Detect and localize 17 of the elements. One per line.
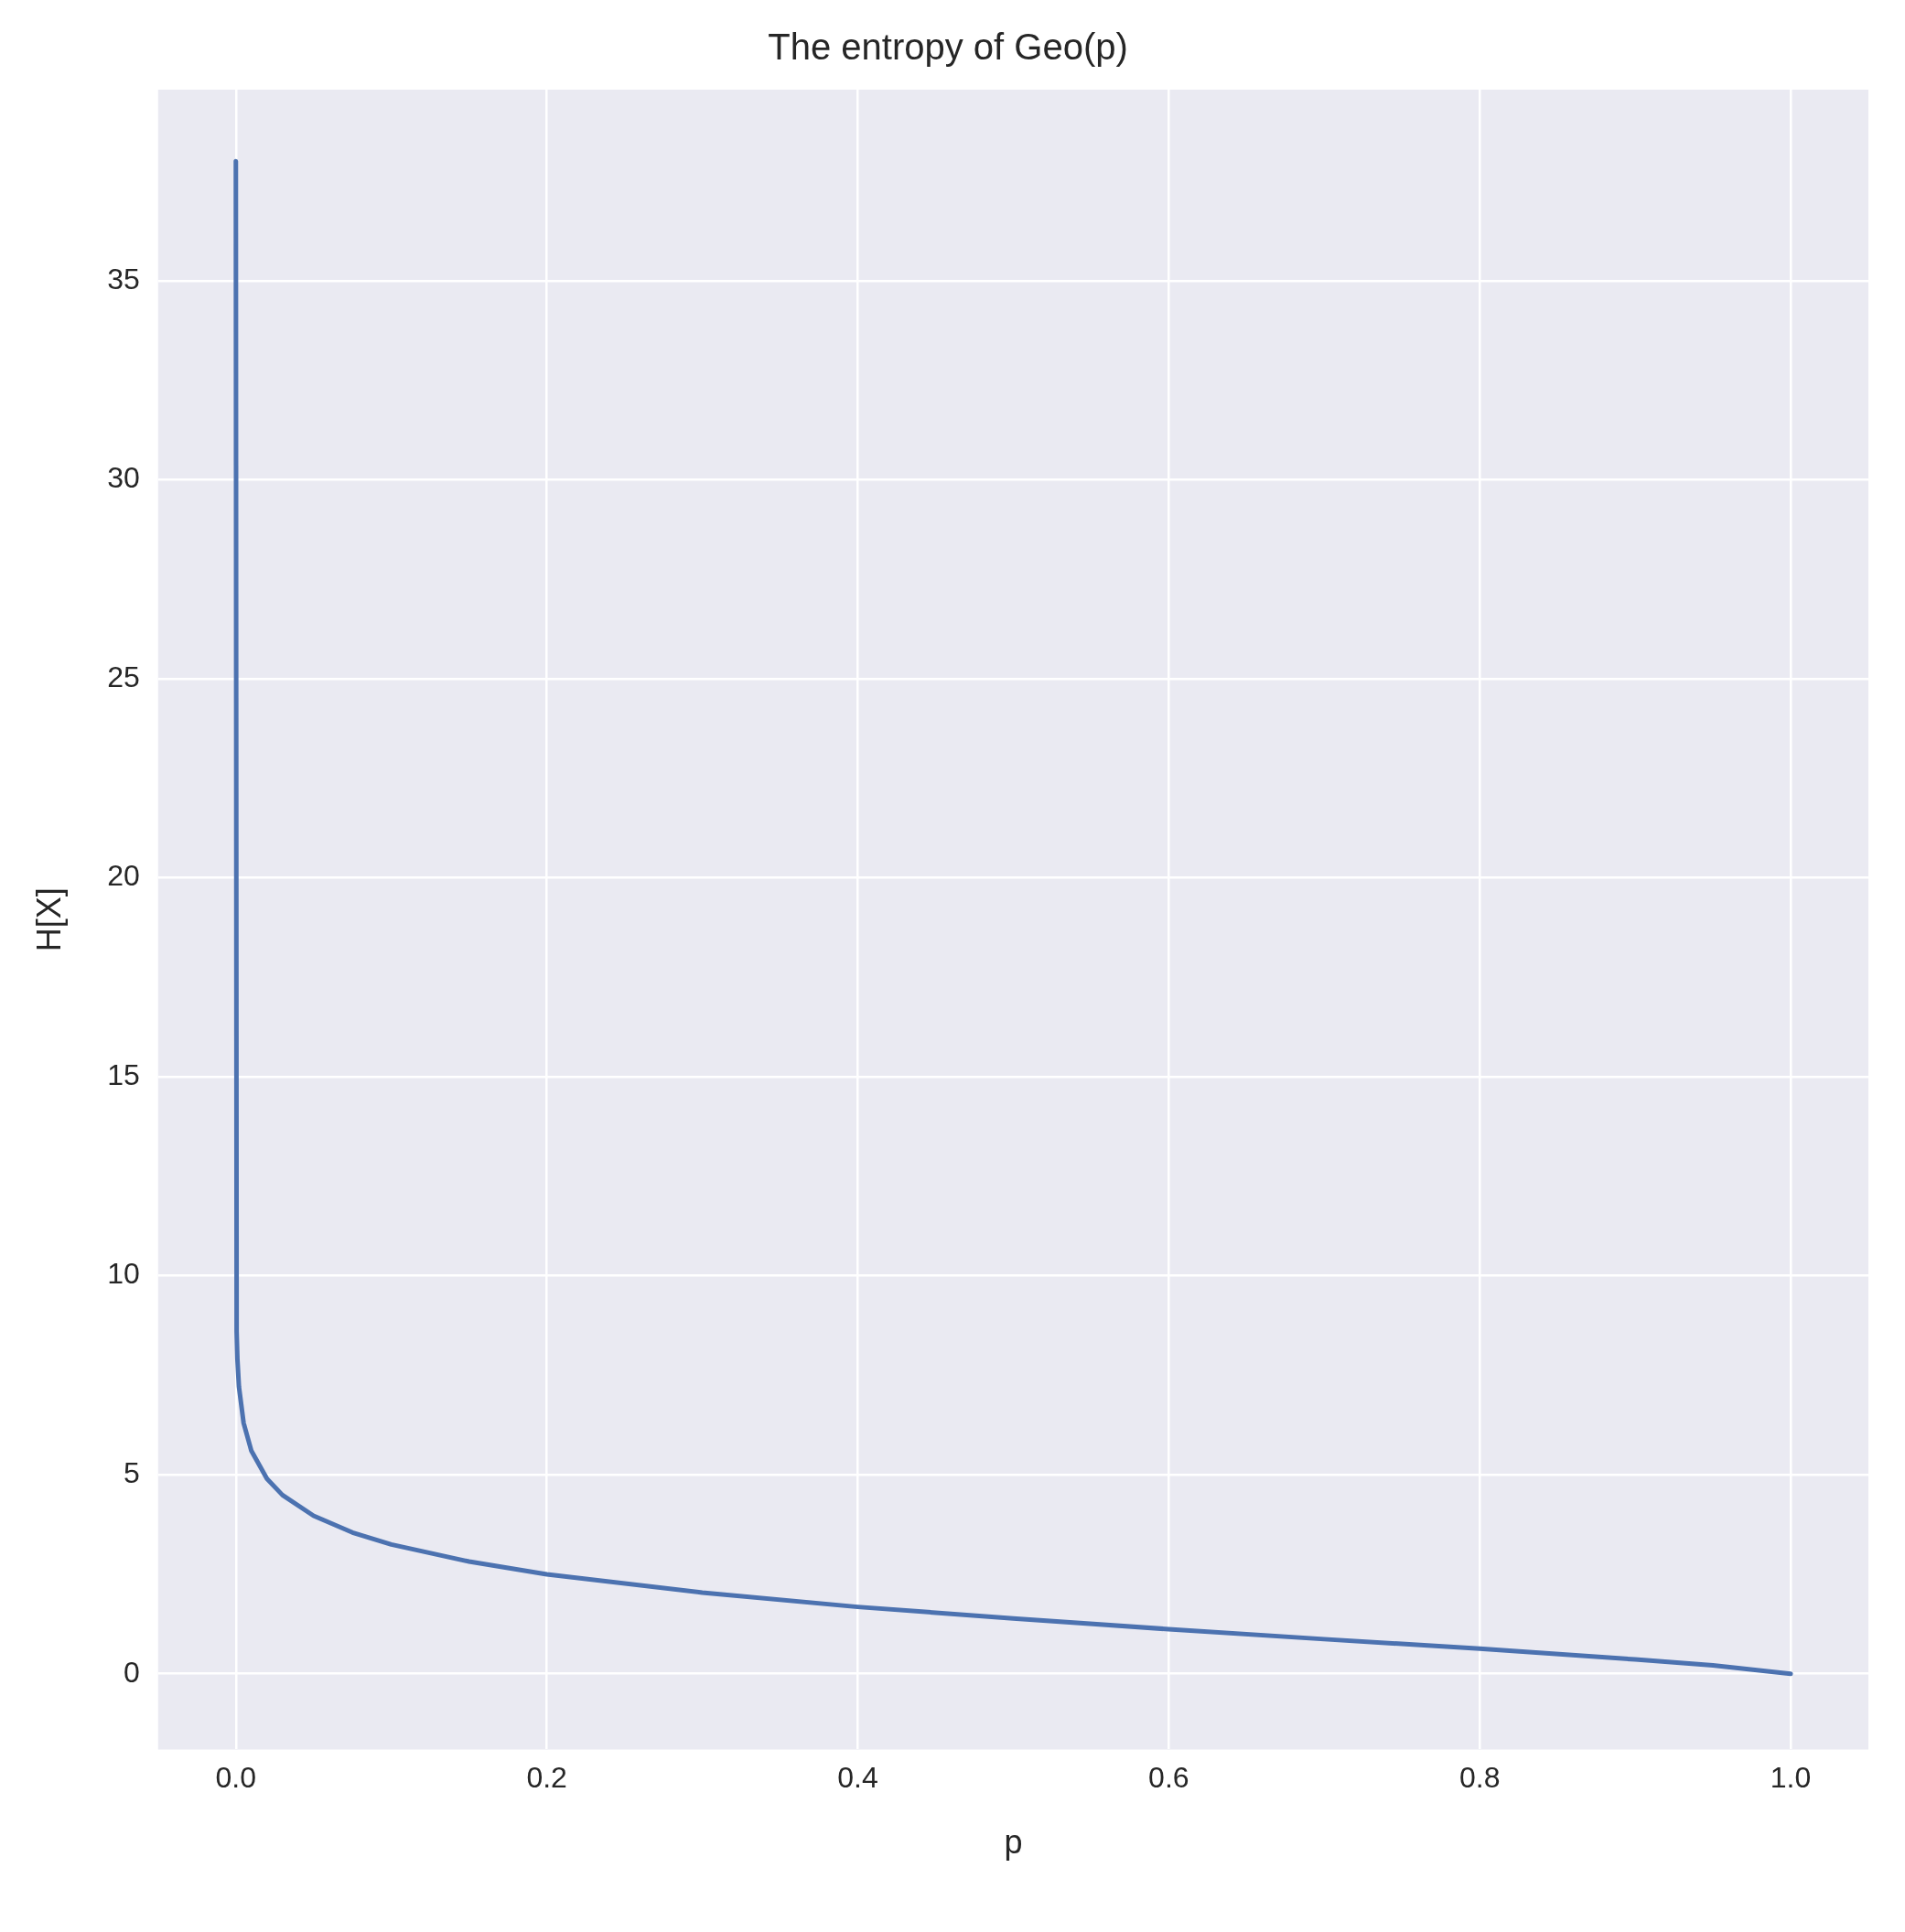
y-tick-label: 25 <box>107 660 140 693</box>
y-tick-label: 10 <box>107 1257 140 1291</box>
y-tick-label: 0 <box>124 1655 140 1689</box>
x-axis-title: p <box>1004 1823 1023 1862</box>
y-tick-label: 20 <box>107 859 140 893</box>
y-tick-label: 35 <box>107 262 140 295</box>
x-tick-label: 0.2 <box>526 1761 567 1795</box>
x-tick-label: 0.0 <box>215 1761 256 1795</box>
x-tick-label: 1.0 <box>1770 1761 1812 1795</box>
x-tick-label: 0.8 <box>1458 1761 1501 1795</box>
y-tick-label: 15 <box>107 1057 140 1091</box>
y-tick-label: 5 <box>124 1456 140 1489</box>
x-tick-label: 0.6 <box>1148 1761 1189 1795</box>
y-tick-label: 30 <box>107 461 140 495</box>
x-tick-label: 0.4 <box>837 1761 878 1795</box>
y-axis-title: H[X] <box>29 887 68 952</box>
chart-title: The entropy of Geo(p) <box>768 27 1128 68</box>
